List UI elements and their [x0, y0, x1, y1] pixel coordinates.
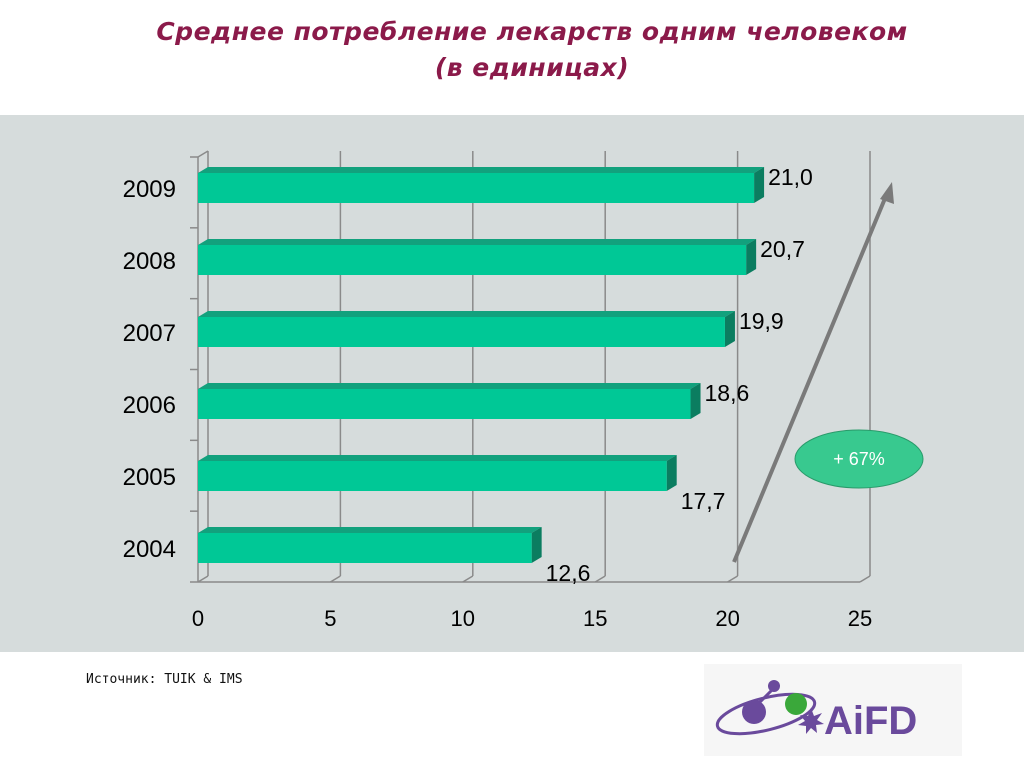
- growth-badge: [794, 429, 924, 489]
- category-label: 2007: [123, 320, 176, 347]
- bar-side: [690, 383, 701, 419]
- category-label: 2008: [123, 248, 176, 275]
- bar-top: [198, 167, 765, 173]
- bar: [198, 389, 691, 419]
- category-label: 2009: [123, 176, 176, 203]
- bar-side: [746, 239, 757, 275]
- floor-tick: [594, 575, 606, 583]
- bar-top: [198, 455, 677, 461]
- category-label: 2004: [123, 536, 176, 563]
- data-label: 12,6: [546, 560, 591, 586]
- bar: [198, 461, 667, 491]
- logo-text: AiFD: [824, 699, 917, 743]
- source-note: Источник: TUIK & IMS: [86, 672, 243, 687]
- category-label: 2006: [123, 392, 176, 419]
- bar-side: [724, 311, 735, 347]
- title-line-2: (в единицах): [434, 53, 630, 82]
- growth-arrow: [732, 195, 888, 563]
- growth-label: + 67%: [833, 449, 885, 469]
- bar-side: [531, 527, 542, 563]
- floor-tick: [197, 575, 209, 583]
- bar-top: [198, 311, 735, 317]
- x-tick-label: 10: [451, 606, 475, 631]
- bar: [198, 245, 747, 275]
- category-label: 2005: [123, 464, 176, 491]
- bar-side: [666, 455, 677, 491]
- data-label: 17,7: [681, 488, 726, 514]
- aifd-logo: AiFD: [704, 664, 962, 756]
- x-tick-label: 25: [848, 606, 872, 631]
- bar-side: [754, 167, 765, 203]
- floor-tick: [727, 575, 738, 583]
- bar: [198, 533, 532, 563]
- bar-top: [198, 527, 542, 533]
- data-label: 21,0: [768, 164, 813, 190]
- growth-arrow-head: [880, 182, 894, 204]
- x-tick-label: 0: [192, 606, 204, 631]
- aifd-logo-icon: AiFD: [715, 680, 917, 743]
- bar: [198, 173, 755, 203]
- data-label: 19,9: [739, 308, 784, 334]
- x-tick-label: 15: [583, 606, 607, 631]
- bar: [198, 317, 725, 347]
- x-tick-label: 5: [324, 606, 336, 631]
- data-label: 18,6: [705, 380, 750, 406]
- floor-tick: [859, 575, 871, 583]
- bar-top: [198, 383, 701, 389]
- floor-tick: [330, 575, 341, 583]
- x-tick-label: 20: [715, 606, 739, 631]
- title-line-1: Среднее потребление лекарств одним челов…: [156, 17, 908, 46]
- floor-tick: [462, 575, 474, 583]
- bar-top: [198, 239, 757, 245]
- data-label: 20,7: [760, 236, 805, 262]
- left-axis-top: [197, 150, 209, 158]
- chart-title: Среднее потребление лекарств одним челов…: [0, 14, 1024, 86]
